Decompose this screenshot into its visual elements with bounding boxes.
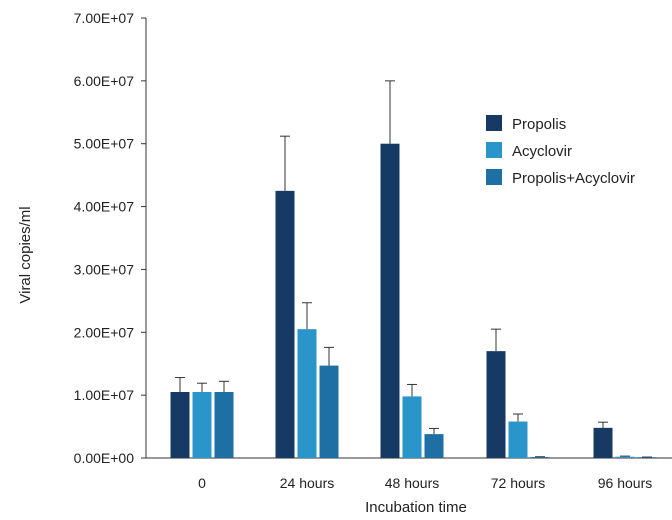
legend-swatch <box>486 142 502 158</box>
y-tick-label: 0.00E+00 <box>74 450 135 466</box>
y-tick-label: 3.00E+07 <box>74 261 135 277</box>
bar <box>275 190 295 458</box>
error-bars <box>175 80 652 458</box>
bar <box>637 457 657 458</box>
bar <box>402 396 422 458</box>
bar <box>380 143 400 458</box>
legend-swatch <box>486 115 502 131</box>
bar <box>297 329 317 458</box>
x-tick-label: 96 hours <box>598 475 652 491</box>
x-tick-label: 72 hours <box>491 475 545 491</box>
legend-label: Acyclovir <box>512 143 572 160</box>
x-axis-label: Incubation time <box>365 499 467 516</box>
y-tick-label: 6.00E+07 <box>74 73 135 89</box>
y-tick-label: 4.00E+07 <box>74 199 135 215</box>
y-tick-label: 7.00E+07 <box>74 10 135 26</box>
x-tick-label: 0 <box>198 475 206 491</box>
bar <box>170 392 190 458</box>
legend-label: Propolis <box>512 116 566 133</box>
bar <box>508 421 528 458</box>
x-tick-label: 24 hours <box>280 475 334 491</box>
bar <box>192 392 212 458</box>
y-axis-label: Viral copies/ml <box>17 206 34 303</box>
bar <box>486 351 506 458</box>
bar <box>214 392 234 458</box>
y-axis: 0.00E+00 1.00E+07 2.00E+07 3.00E+07 4.00E+07… <box>74 10 147 466</box>
bars <box>170 143 657 458</box>
legend-swatch <box>486 169 502 185</box>
bar <box>593 427 613 458</box>
bar <box>319 365 339 458</box>
x-tick-label: 48 hours <box>385 475 439 491</box>
legend-label: Propolis+Acyclovir <box>512 170 635 187</box>
legend: Propolis Acyclovir Propolis+Acyclovir <box>486 115 635 187</box>
bar <box>615 456 635 458</box>
bar <box>424 434 444 458</box>
y-tick-label: 2.00E+07 <box>74 324 135 340</box>
x-axis: 0 24 hours 48 hours 72 hours 96 hours <box>146 457 672 491</box>
y-tick-label: 1.00E+07 <box>74 387 135 403</box>
y-tick-label: 5.00E+07 <box>74 136 135 152</box>
bar <box>530 457 550 458</box>
